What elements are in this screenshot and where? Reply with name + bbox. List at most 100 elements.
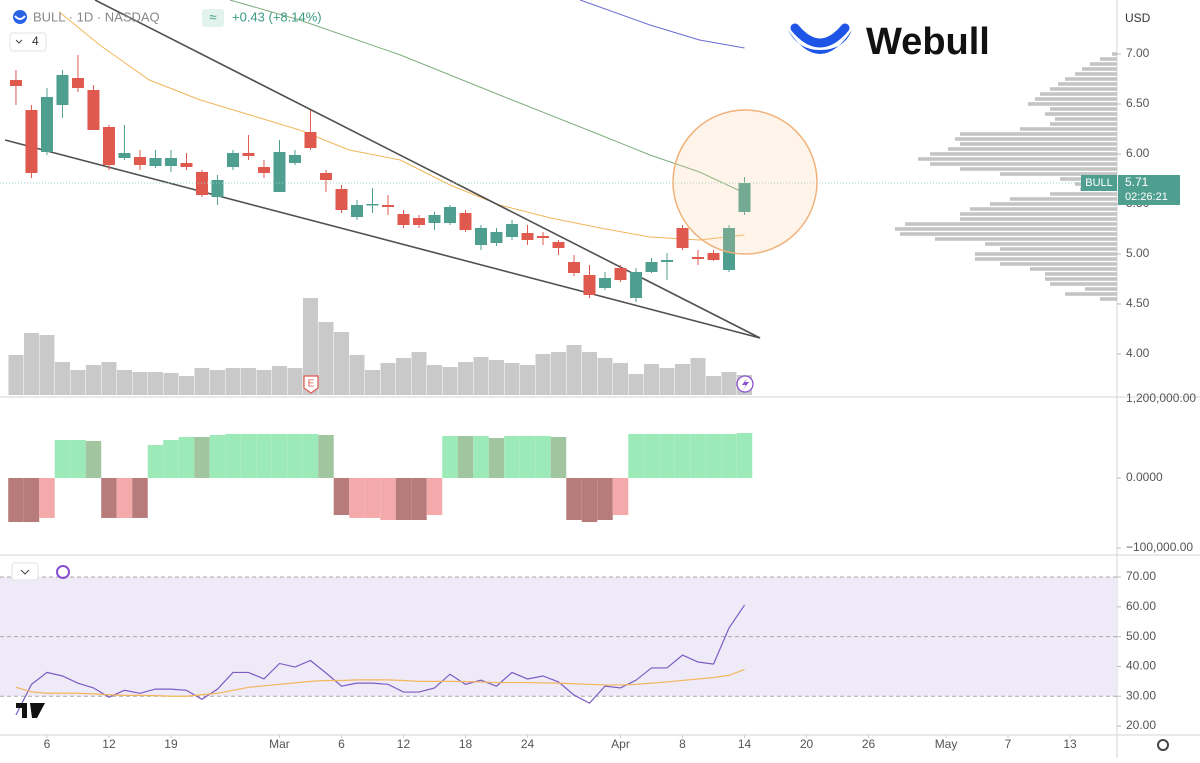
volume-bar (644, 364, 660, 395)
y-tick-label: 4.50 (1126, 296, 1150, 310)
volume-profile-bar (1045, 277, 1117, 281)
volume-bar (101, 362, 117, 395)
y-tick-label: 6.50 (1126, 96, 1150, 110)
candle-body (350, 205, 363, 217)
currency-box[interactable] (1118, 6, 1198, 30)
x-tick-label: 26 (862, 737, 876, 751)
volume-bar (132, 372, 148, 395)
x-tick-label: 20 (800, 737, 814, 751)
candle-body (723, 228, 736, 270)
chevron (20, 569, 30, 575)
candle-body (443, 207, 456, 223)
histogram-bar (163, 439, 179, 478)
x-tick-label: 12 (397, 737, 411, 751)
histogram-bar (8, 477, 24, 523)
volume-profile-bar (1112, 52, 1117, 56)
symbol-title: BULL · 1D · NASDAQ (33, 9, 160, 24)
brand-logo-arc (790, 23, 850, 48)
volume-bar (240, 368, 256, 395)
candle-body (87, 90, 100, 130)
event-icon (742, 378, 749, 390)
volume-profile-bar (975, 252, 1117, 256)
volume-profile-bar (1050, 87, 1117, 91)
candle-body (9, 80, 22, 86)
volume-profile-bar (900, 232, 1117, 236)
refresh-icon[interactable] (56, 565, 70, 579)
volume-profile-bar (1000, 262, 1117, 266)
histogram-bar (581, 477, 598, 523)
volume-bar (690, 358, 706, 395)
candle-body (707, 253, 720, 260)
volume-profile-bar (1090, 62, 1117, 66)
volume-profile-bar (930, 152, 1117, 156)
candle-body (40, 97, 53, 152)
volume-bar (380, 363, 396, 395)
highlight-circle (672, 109, 818, 255)
volume-profile-bar (1035, 97, 1117, 101)
candle-body (676, 228, 689, 248)
volume-profile-bar (1050, 192, 1117, 196)
candle-body (474, 228, 487, 245)
histogram-bar (597, 477, 613, 520)
candle-body (118, 153, 131, 158)
panel-toggle[interactable] (11, 562, 39, 581)
currency[interactable]: USD (1125, 11, 1151, 25)
earnings-label[interactable]: E (308, 379, 315, 390)
x-tick-label: 6 (338, 737, 345, 751)
histogram-bar (628, 433, 644, 478)
candle-body (645, 262, 658, 272)
volume-bar (675, 364, 691, 395)
earnings-marker[interactable] (303, 375, 319, 394)
price-change: +0.43 (+8.14%) (232, 9, 322, 24)
moving-average (229, 0, 745, 194)
candle-body (552, 242, 565, 248)
candle-body (614, 268, 627, 280)
candle-body (273, 152, 286, 192)
histogram-bar (287, 433, 303, 478)
candle-body (661, 260, 674, 262)
candle-body (25, 110, 38, 173)
volume-profile-bar (1000, 172, 1117, 176)
volume-bar (628, 374, 644, 395)
volume-profile-bar (1010, 197, 1117, 201)
histogram-bar (225, 433, 241, 478)
candle-body (692, 257, 705, 259)
volume-profile-bar (935, 237, 1117, 241)
histogram-bar (70, 439, 86, 478)
volume-bar (39, 335, 55, 395)
volume-bar (597, 358, 613, 395)
panel (0, 576, 1117, 716)
volume-bar (535, 354, 551, 395)
histogram-bar (736, 432, 753, 478)
volume-bar (582, 352, 598, 395)
x-tick-label: 8 (679, 737, 686, 751)
indicator-toggle[interactable] (9, 32, 47, 52)
rsi-band (0, 577, 1117, 697)
volume-bar (411, 352, 427, 395)
volume-profile-bar (1085, 287, 1117, 291)
volume-bar (349, 355, 365, 395)
volume-bar (85, 365, 101, 395)
volume-bar (194, 368, 210, 395)
panel (0, 0, 1117, 395)
histogram-bar (395, 477, 412, 520)
settings-icon[interactable] (1157, 739, 1169, 751)
y-tick-label: 1,200,000.00 (1126, 391, 1196, 405)
candle-body (521, 233, 534, 240)
volume-profile-bar (1058, 82, 1117, 86)
compare-icon[interactable]: ≈ (209, 9, 216, 24)
indicator-count[interactable]: 4 (32, 34, 39, 48)
histogram-bar (426, 477, 443, 516)
volume-bar (318, 322, 334, 395)
histogram-bar (23, 477, 40, 523)
symbol-tag (1081, 175, 1117, 191)
trendline (4, 139, 761, 339)
histogram-bar (54, 439, 71, 478)
volume-profile-bar (895, 227, 1117, 231)
volume-bar (364, 370, 380, 395)
volume-profile-bar (970, 207, 1117, 211)
compare-button[interactable] (202, 9, 224, 27)
